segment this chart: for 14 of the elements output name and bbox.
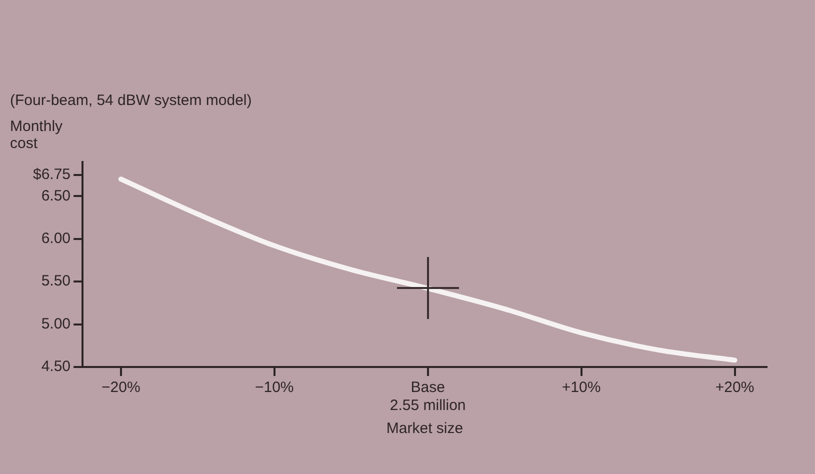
x-tick-label: −10% xyxy=(254,379,294,396)
x-tick-label: +10% xyxy=(562,379,601,396)
y-tick-label: 6.00 xyxy=(41,230,71,248)
y-tick-label: 5.50 xyxy=(41,272,71,290)
y-tick-label: 5.00 xyxy=(41,315,71,332)
x-axis-title: Market size xyxy=(386,420,464,438)
y-tick-label: 6.50 xyxy=(41,187,71,204)
chart-title: (Four-beam, 54 dBW system model) xyxy=(10,92,252,109)
y-tick-label: 4.50 xyxy=(41,358,71,376)
x-tick-label: Base 2.55 million xyxy=(390,379,466,414)
y-axis-title: Monthly cost xyxy=(10,118,64,152)
x-tick-label: −20% xyxy=(102,379,140,396)
x-tick-label: +20% xyxy=(715,379,754,396)
y-tick-label: $6.75 xyxy=(32,166,71,183)
